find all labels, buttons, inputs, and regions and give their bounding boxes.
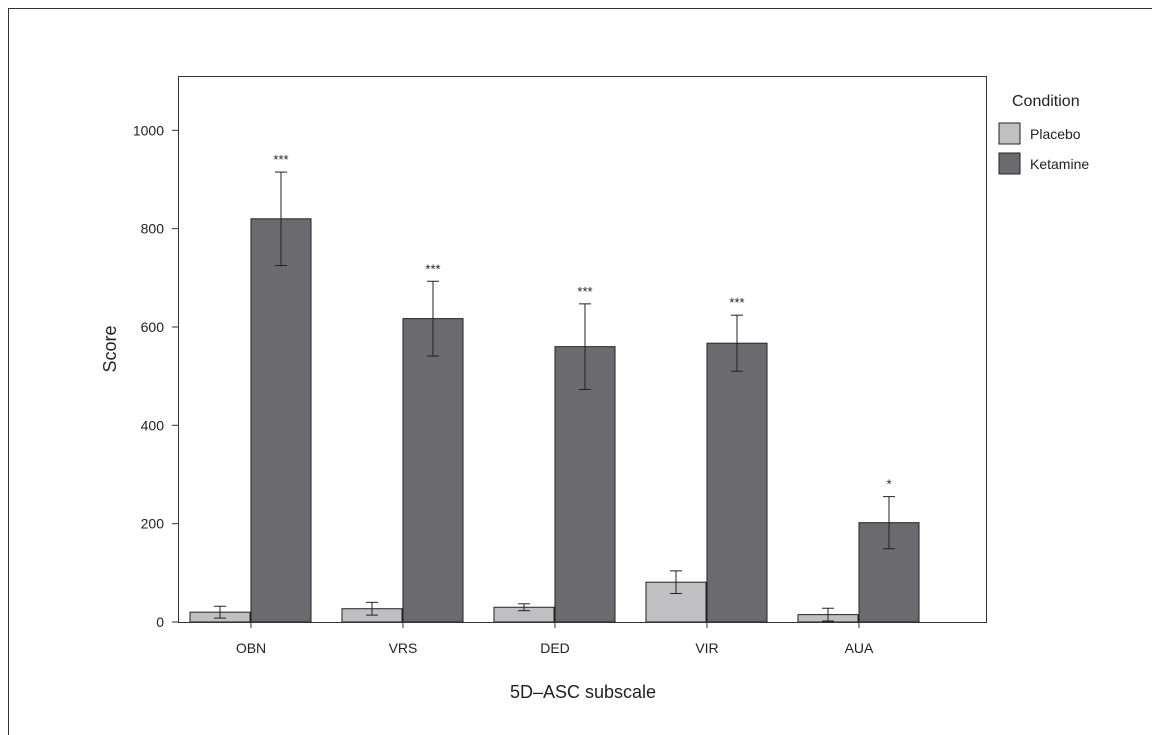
bar-ketamine-obn — [250, 218, 312, 623]
significance-layer: ************* — [273, 152, 891, 492]
bar-ketamine-vrs — [402, 318, 464, 623]
legend-swatch-ketamine — [998, 152, 1021, 175]
significance-label-aua: * — [886, 477, 891, 492]
x-tick-label-ded: DED — [540, 640, 570, 656]
x-tick-label-vrs: VRS — [389, 640, 418, 656]
x-axis: OBN VRS DED VIR AUA — [236, 622, 874, 656]
y-tick-label-400: 400 — [141, 417, 165, 433]
bar-ketamine-vir — [706, 342, 768, 623]
y-tick-label-600: 600 — [141, 319, 165, 335]
error-bars-layer — [214, 171, 895, 622]
y-tick-label-0: 0 — [156, 614, 164, 630]
y-tick-label-800: 800 — [141, 221, 165, 237]
y-tick-label-200: 200 — [141, 516, 165, 532]
y-axis: 0 200 400 600 800 1000 — [133, 122, 178, 630]
y-axis-title: Score — [100, 325, 120, 372]
x-axis-title: 5D–ASC subscale — [510, 682, 656, 702]
significance-label-vir: *** — [729, 295, 744, 310]
legend: Condition Placebo Ketamine — [998, 93, 1089, 175]
legend-label-ketamine: Ketamine — [1030, 156, 1089, 172]
figure-border — [8, 8, 1152, 735]
bars-layer — [189, 218, 920, 623]
significance-label-ded: *** — [577, 284, 592, 299]
significance-label-vrs: *** — [425, 261, 440, 276]
legend-label-placebo: Placebo — [1030, 126, 1081, 142]
legend-swatch-placebo — [998, 122, 1021, 145]
x-tick-label-obn: OBN — [236, 640, 266, 656]
legend-title: Condition — [1012, 93, 1080, 110]
x-tick-label-vir: VIR — [695, 640, 718, 656]
x-tick-label-aua: AUA — [845, 640, 874, 656]
y-tick-label-1000: 1000 — [133, 122, 164, 138]
plot-area-frame — [178, 76, 987, 623]
significance-label-obn: *** — [273, 152, 288, 167]
